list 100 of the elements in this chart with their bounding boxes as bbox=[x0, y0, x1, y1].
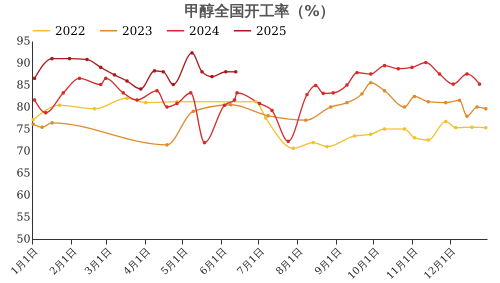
point bbox=[85, 58, 89, 62]
point bbox=[152, 69, 156, 73]
point bbox=[355, 70, 359, 74]
y-tick-label: 55 bbox=[16, 210, 30, 224]
point bbox=[352, 134, 356, 138]
y-tick-label: 65 bbox=[16, 166, 30, 180]
point bbox=[286, 140, 290, 144]
x-tick-label: 12月1日 bbox=[422, 246, 458, 282]
line-series bbox=[32, 81, 488, 147]
point bbox=[190, 51, 194, 55]
point bbox=[345, 100, 349, 104]
point bbox=[329, 105, 332, 109]
point bbox=[200, 70, 204, 74]
point bbox=[382, 88, 386, 92]
point bbox=[222, 104, 226, 107]
point bbox=[234, 70, 238, 74]
x-tick-label: 11月1日 bbox=[384, 246, 420, 282]
point bbox=[322, 92, 325, 96]
point bbox=[484, 107, 488, 110]
point bbox=[78, 76, 82, 80]
point bbox=[62, 91, 65, 95]
x-tick-label: 7月1日 bbox=[236, 246, 267, 278]
point bbox=[50, 121, 54, 125]
y-tick-label: 90 bbox=[16, 56, 30, 70]
point bbox=[189, 91, 192, 95]
point bbox=[144, 100, 148, 104]
point bbox=[410, 66, 414, 70]
point bbox=[465, 72, 469, 76]
point bbox=[369, 132, 372, 136]
point bbox=[402, 105, 406, 109]
point bbox=[32, 118, 35, 122]
point bbox=[32, 98, 36, 102]
point bbox=[292, 146, 295, 150]
point bbox=[470, 126, 474, 129]
point bbox=[444, 100, 448, 104]
x-tick-label: 5月1日 bbox=[159, 246, 190, 278]
point bbox=[325, 144, 329, 148]
x-tick-label: 6月1日 bbox=[198, 246, 230, 278]
y-tick-label: 95 bbox=[16, 34, 30, 48]
point bbox=[258, 102, 262, 106]
point bbox=[44, 110, 48, 114]
y-tick-label: 75 bbox=[16, 122, 30, 136]
x-tick-label: 2月1日 bbox=[48, 246, 80, 278]
point bbox=[332, 91, 335, 95]
point bbox=[202, 140, 206, 144]
point bbox=[224, 70, 228, 74]
point bbox=[382, 127, 386, 131]
point bbox=[478, 82, 482, 86]
point bbox=[232, 98, 236, 102]
point bbox=[165, 143, 169, 147]
x-tick-label: 10月1日 bbox=[346, 246, 382, 282]
point bbox=[314, 84, 318, 88]
point bbox=[162, 70, 165, 74]
point bbox=[139, 87, 142, 91]
point bbox=[412, 94, 416, 98]
point bbox=[99, 82, 102, 86]
point bbox=[32, 76, 36, 80]
point bbox=[165, 105, 169, 109]
point bbox=[465, 114, 469, 118]
legend-label: 2023 bbox=[122, 24, 153, 38]
x-tick-label: 1月1日 bbox=[9, 246, 40, 278]
point bbox=[458, 98, 462, 102]
point bbox=[369, 81, 372, 85]
point bbox=[266, 114, 270, 118]
point bbox=[58, 104, 62, 107]
point bbox=[484, 126, 488, 130]
legend-label: 2024 bbox=[189, 24, 220, 38]
x-tick-label: 8月1日 bbox=[274, 246, 306, 278]
y-tick-label: 80 bbox=[16, 100, 30, 114]
point bbox=[172, 82, 175, 86]
point bbox=[438, 72, 442, 76]
point bbox=[312, 140, 315, 144]
point bbox=[426, 138, 430, 142]
point bbox=[264, 116, 268, 120]
point bbox=[32, 122, 35, 126]
point bbox=[229, 103, 232, 107]
x-tick-label: 3月1日 bbox=[83, 246, 114, 278]
x-tick-label: 4月1日 bbox=[122, 246, 153, 278]
point bbox=[444, 120, 448, 124]
point bbox=[125, 96, 129, 100]
point bbox=[454, 126, 458, 130]
point bbox=[304, 118, 308, 122]
y-tick-label: 85 bbox=[16, 78, 30, 92]
y-tick-label: 60 bbox=[16, 188, 30, 202]
point bbox=[192, 110, 195, 114]
point bbox=[475, 105, 479, 109]
line-series bbox=[32, 60, 482, 144]
point bbox=[155, 88, 159, 92]
point bbox=[92, 107, 96, 110]
point bbox=[99, 66, 102, 70]
point bbox=[125, 79, 129, 83]
point bbox=[382, 64, 386, 68]
point bbox=[112, 73, 116, 77]
point bbox=[40, 126, 44, 129]
point bbox=[270, 108, 274, 112]
point bbox=[369, 72, 372, 76]
point bbox=[402, 127, 406, 131]
point bbox=[68, 56, 72, 60]
chart-title: 甲醇全国开工率（%） bbox=[184, 2, 335, 20]
legend-label: 2025 bbox=[256, 24, 287, 38]
